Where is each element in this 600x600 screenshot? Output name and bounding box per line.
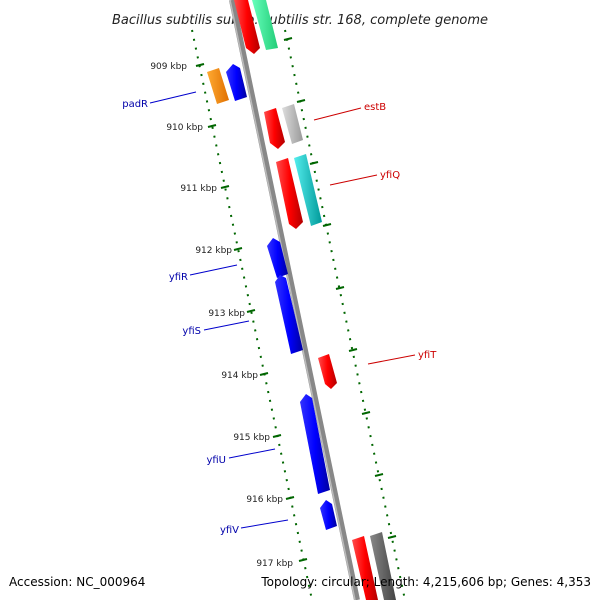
gene-label-yfit[interactable]: yfiT: [418, 350, 437, 361]
gene-label-yfiv[interactable]: yfiV: [220, 525, 239, 536]
topology-text: Topology: circular; Length: 4,215,606 bp…: [260, 575, 591, 589]
tick-label: 914 kbp: [221, 371, 258, 381]
genome-backbone: [229, 0, 360, 600]
major-ticks: [195, 37, 397, 562]
right-tick-track: [284, 29, 406, 600]
tick-label: 917 kbp: [256, 559, 293, 569]
gene-feature[interactable]: [282, 104, 303, 144]
tick-label: 916 kbp: [246, 495, 283, 505]
gene-label-padr[interactable]: padR: [122, 99, 148, 110]
gene-feature[interactable]: [226, 64, 247, 101]
gene-feature[interactable]: [320, 500, 337, 530]
gene-feature[interactable]: [207, 68, 229, 104]
gene-feature[interactable]: [318, 354, 337, 389]
gene-feature[interactable]: [234, 0, 260, 54]
gene-feature[interactable]: [300, 394, 330, 494]
tick-label: 915 kbp: [233, 433, 270, 443]
gene-feature[interactable]: [267, 238, 288, 278]
tick-label: 911 kbp: [180, 184, 217, 194]
gene-feature[interactable]: [370, 532, 396, 600]
accession-text: Accession: NC_000964: [9, 575, 145, 589]
gene-feature[interactable]: [252, 0, 278, 50]
gene-feature[interactable]: [276, 158, 303, 229]
gene-label-yfiq[interactable]: yfiQ: [380, 170, 400, 181]
tick-label: 909 kbp: [150, 62, 187, 72]
gene-feature[interactable]: [264, 108, 285, 149]
tick-label: 913 kbp: [208, 309, 245, 319]
gene-label-yfis[interactable]: yfiS: [182, 326, 201, 337]
tick-label: 910 kbp: [166, 123, 203, 133]
tick-label: 912 kbp: [195, 246, 232, 256]
gene-label-yfiu[interactable]: yfiU: [206, 455, 226, 466]
gene-label-estb[interactable]: estB: [364, 102, 386, 113]
map-title: Bacillus subtilis subsp. subtilis str. 1…: [112, 13, 488, 28]
gene-feature[interactable]: [275, 275, 303, 354]
gene-feature[interactable]: [352, 536, 378, 600]
gene-features: [207, 0, 396, 600]
gene-label-yfir[interactable]: yfiR: [169, 272, 188, 283]
leader-lines: [149, 91, 416, 529]
gene-feature[interactable]: [294, 154, 322, 226]
